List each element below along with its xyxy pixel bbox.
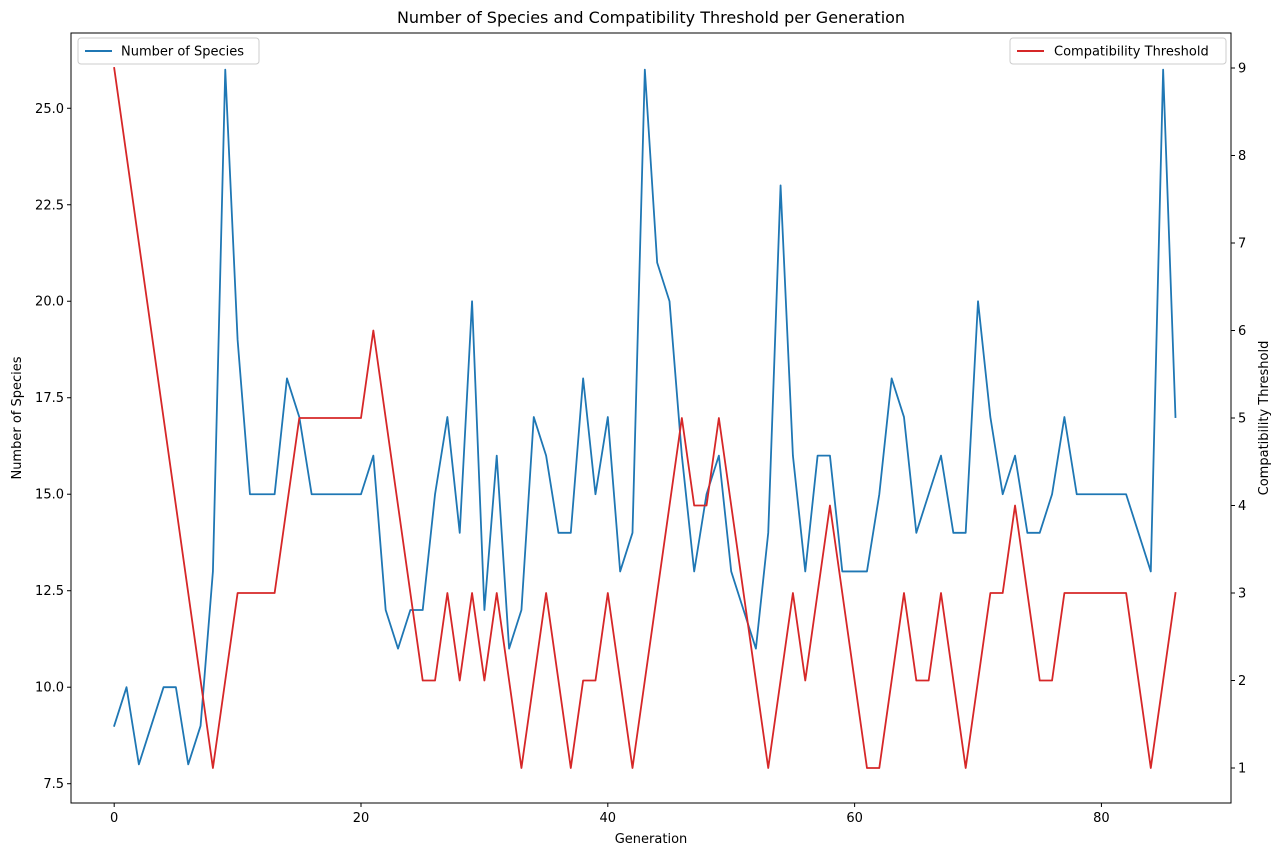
x-tick-label: 20 xyxy=(353,811,370,826)
legend-right-box xyxy=(1009,37,1227,65)
series-line-number-of-species xyxy=(113,68,1177,766)
y-axis-left-label: Number of Species xyxy=(10,356,25,479)
y-left-tick-label: 15.0 xyxy=(35,488,64,503)
plot-background xyxy=(71,33,1231,803)
y-right-tick-label: 1 xyxy=(1238,762,1246,777)
legend-right: Compatibility Threshold xyxy=(1009,37,1227,65)
y-axis-left: 7.5 10.0 12.5 15.0 17.5 20.0 22.5 25.0 xyxy=(35,102,71,792)
y-right-tick-label: 4 xyxy=(1238,499,1246,514)
y-right-tick-label: 7 xyxy=(1238,237,1246,252)
y-left-tick-label: 12.5 xyxy=(35,584,64,599)
series-lines xyxy=(113,66,1177,769)
x-tick-label: 80 xyxy=(1093,811,1110,826)
y-right-tick-label: 9 xyxy=(1238,62,1246,77)
x-tick-label: 40 xyxy=(600,811,617,826)
y-left-tick-label: 25.0 xyxy=(35,102,64,117)
legend-left-label: Number of Species xyxy=(121,45,244,60)
legend-right-label: Compatibility Threshold xyxy=(1054,45,1209,60)
x-tick-label: 0 xyxy=(110,811,118,826)
legend-left: Number of Species xyxy=(77,37,260,65)
y-right-tick-label: 3 xyxy=(1238,587,1246,602)
y-left-tick-label: 20.0 xyxy=(35,295,64,310)
y-left-tick-label: 7.5 xyxy=(43,777,64,792)
y-right-tick-label: 8 xyxy=(1238,149,1246,164)
legend-left-box xyxy=(77,37,260,65)
y-left-tick-label: 17.5 xyxy=(35,391,64,406)
chart-title: Number of Species and Compatibility Thre… xyxy=(397,8,905,27)
x-axis-label: Generation xyxy=(615,832,688,847)
y-right-tick-label: 6 xyxy=(1238,324,1246,339)
y-axis-right-label: Compatibility Threshold xyxy=(1257,341,1272,496)
series-line-compatibility-threshold xyxy=(113,66,1177,769)
y-right-tick-label: 2 xyxy=(1238,674,1246,689)
y-left-tick-label: 22.5 xyxy=(35,198,64,213)
x-axis: 0 20 40 60 80 xyxy=(110,803,1110,826)
y-left-tick-label: 10.0 xyxy=(35,681,64,696)
x-tick-label: 60 xyxy=(846,811,863,826)
y-axis-right: 1 2 3 4 5 6 7 8 9 xyxy=(1231,62,1246,777)
y-right-tick-label: 5 xyxy=(1238,412,1246,427)
